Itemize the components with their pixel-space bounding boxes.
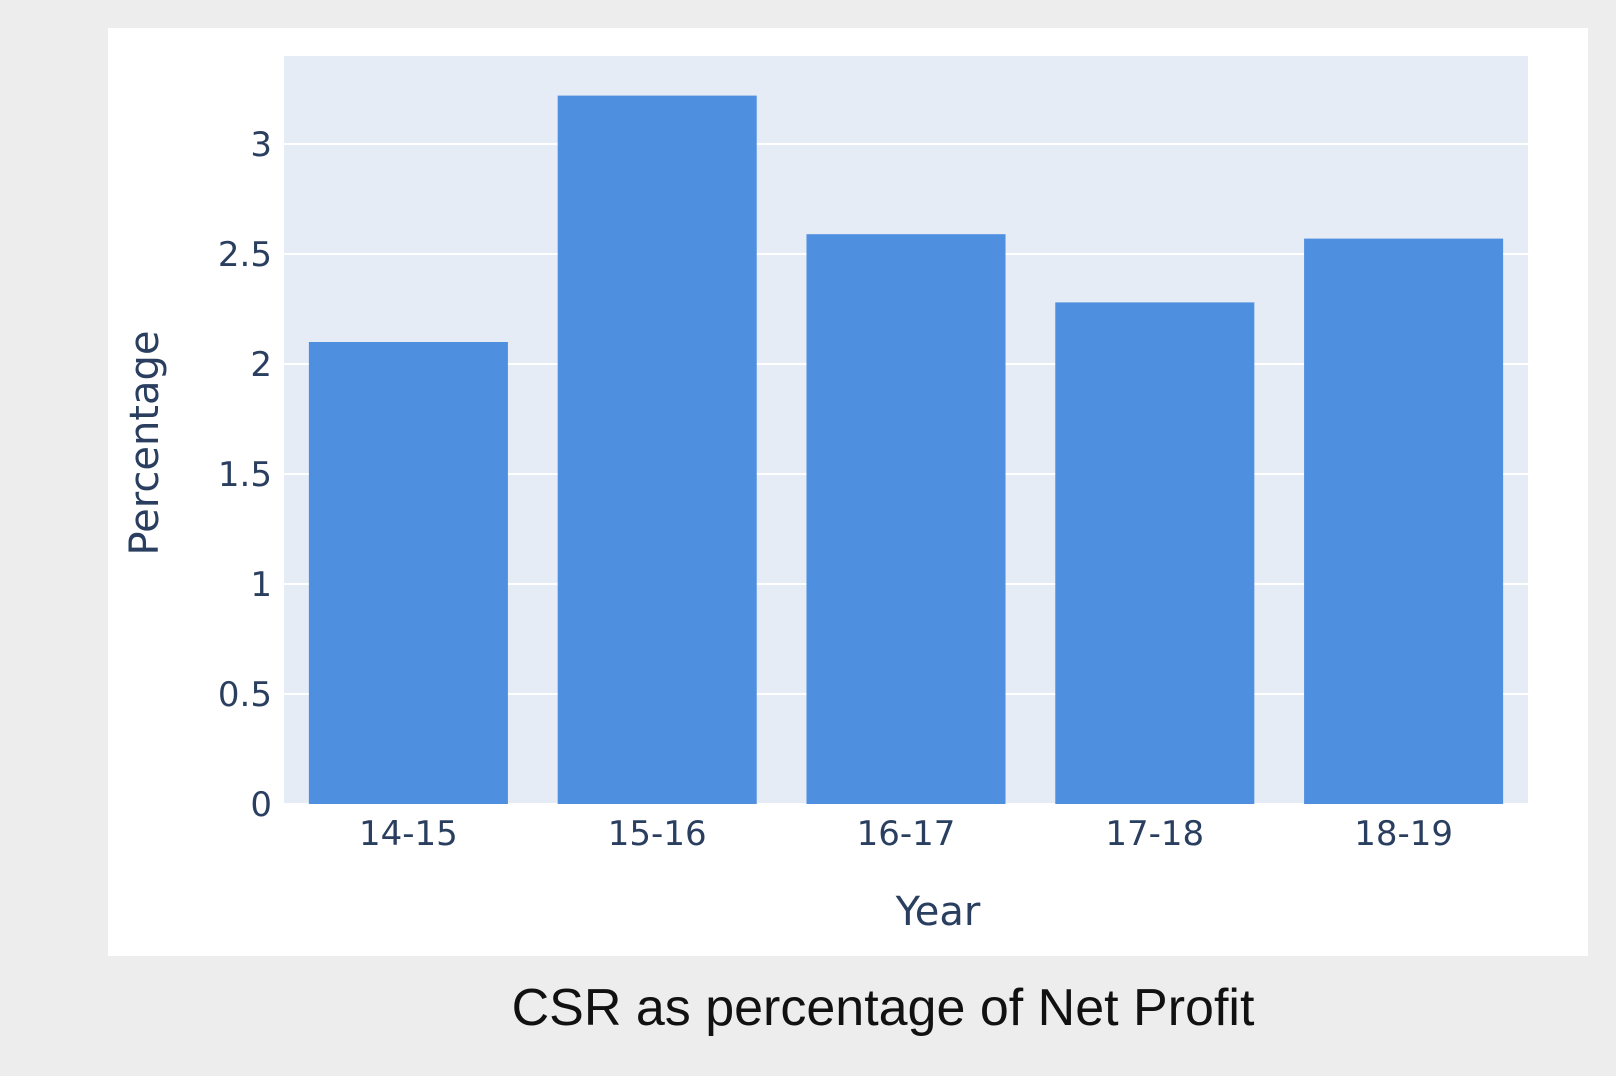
x-tick-label: 15-16 <box>608 814 707 854</box>
y-tick-label: 1.5 <box>218 455 272 495</box>
x-tick-label: 17-18 <box>1105 814 1204 854</box>
y-tick-label: 0 <box>250 785 272 825</box>
bar-16-17 <box>806 234 1006 804</box>
y-tick-label: 1 <box>250 565 272 605</box>
bar-14-15 <box>308 342 508 804</box>
x-tick-label: 14-15 <box>359 814 458 854</box>
y-tick-labels: 0 0.5 1 1.5 2 2.5 3 <box>218 125 272 825</box>
x-axis-title: Year <box>895 889 981 935</box>
x-tick-label: 16-17 <box>857 814 956 854</box>
bar-15-16 <box>557 95 757 805</box>
bars <box>308 95 1504 805</box>
y-axis-title: Percentage <box>122 330 168 555</box>
x-tick-label: 18-19 <box>1354 814 1453 854</box>
bar-chart: 00.511.522.53 14-15 15-16 16-17 17-18 18-19 … <box>122 56 1528 935</box>
chart-figure: 0 0.5 1 1.5 2 2.5 3 14-15 15-16 16-17 17-18 18-19 … <box>108 28 1588 956</box>
y-tick-label: 3 <box>250 125 272 165</box>
y-tick-label: 2.5 <box>218 235 272 275</box>
y-tick-label: 0.5 <box>218 675 272 715</box>
chart-caption: CSR as percentage of Net Profit <box>511 979 1255 1037</box>
bar-18-19 <box>1304 238 1504 805</box>
bar-17-18 <box>1055 302 1255 804</box>
y-tick-label: 2 <box>250 345 272 385</box>
x-tick-labels: 14-15 15-16 16-17 17-18 18-19 <box>359 814 1453 854</box>
